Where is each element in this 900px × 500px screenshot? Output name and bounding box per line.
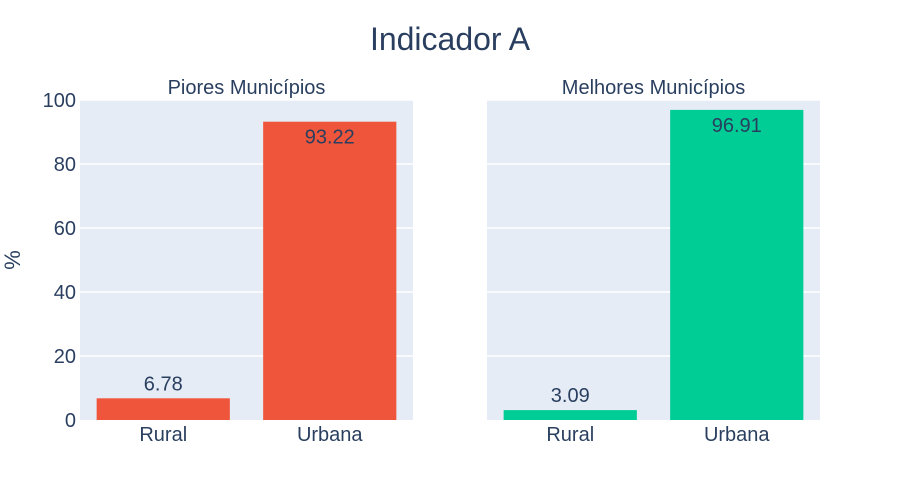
panel-subtitle: Melhores Municípios	[562, 77, 745, 99]
bar-data-label: 6.78	[144, 373, 183, 395]
y-tick-label: 40	[54, 282, 76, 304]
bar-data-label: 3.09	[551, 385, 590, 407]
panel-2: Melhores Municípios 3.09 Rural 96.91 Urbana	[487, 77, 820, 446]
y-tick-label: 80	[54, 154, 76, 176]
panel-1: 0 20 40 60 80 100 Piores Municípios 6.78 Rural 93…	[43, 77, 413, 446]
x-tick-label: Urbana	[297, 424, 363, 446]
bar-rural	[96, 398, 230, 420]
bar-rural	[503, 410, 637, 420]
bar-data-label: 96.91	[712, 115, 762, 137]
y-tick-label: 100	[43, 90, 76, 112]
y-tick-label: 60	[54, 218, 76, 240]
y-axis-label: %	[0, 250, 25, 270]
y-tick-label: 20	[54, 346, 76, 368]
x-tick-label: Rural	[139, 424, 187, 446]
y-tick-label: 0	[65, 410, 76, 432]
bar-urbana	[670, 109, 804, 420]
x-tick-label: Urbana	[704, 424, 770, 446]
bar-urbana	[263, 121, 397, 421]
chart-title: Indicador A	[370, 21, 531, 57]
panel-subtitle: Piores Municípios	[168, 77, 326, 99]
x-tick-label: Rural	[546, 424, 594, 446]
bar-data-label: 93.22	[305, 127, 355, 149]
